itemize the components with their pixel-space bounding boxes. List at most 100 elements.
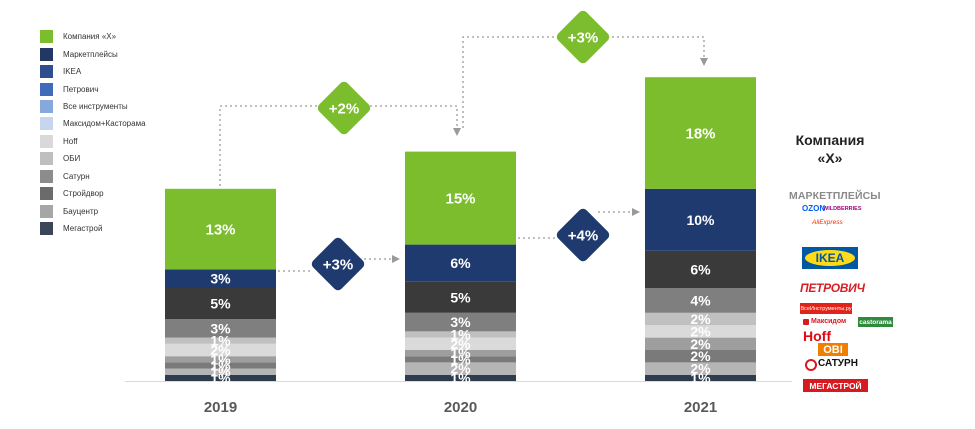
legend-swatch — [40, 82, 53, 96]
bar-segment-2021-5 — [645, 312, 756, 326]
bar-value-label: 13% — [205, 222, 235, 239]
ozon-logo: OZON — [802, 204, 826, 213]
bar-segment-2019-6 — [165, 343, 276, 357]
bar-value-label: 4% — [690, 292, 711, 308]
company-x-label: Компания «Х» — [795, 132, 865, 166]
bar-value-label: 2% — [690, 361, 711, 377]
bar-value-label: 1% — [450, 370, 471, 386]
bar-segment-2020-10 — [405, 374, 516, 381]
bars — [165, 77, 756, 381]
legend-label: IKEA — [63, 67, 82, 77]
vseinstrumenty-logo: ВсеИнструменты.ру — [800, 303, 852, 314]
bar-value-label: 1% — [450, 351, 471, 367]
legend-label: Петрович — [63, 84, 99, 94]
obi-logo: OBI — [818, 343, 848, 356]
bar-value-label: 2% — [690, 323, 711, 339]
legend-swatch — [40, 222, 53, 236]
change-diamond-mid-2019-2020: +3% — [311, 237, 365, 291]
bar-value-label: 1% — [450, 327, 471, 343]
legend-swatch — [40, 204, 53, 218]
bar-value-label: 2% — [690, 348, 711, 364]
bar-value-label: 2% — [210, 342, 231, 358]
legend-swatch — [40, 47, 53, 61]
change-diamond-mid-2020-2021: +4% — [556, 208, 610, 262]
maxidom-logo: Максидом — [803, 318, 846, 325]
marketplaces-logo-title: МАРКЕТПЛЕЙСЫ — [789, 190, 881, 202]
bar-segment-2019-3 — [165, 288, 276, 319]
legend-item-vse-instrumenty: Все инструменты — [40, 98, 170, 115]
legend-label: Мегастрой — [63, 224, 103, 234]
bar-segment-2020-2 — [405, 244, 516, 282]
bar-segment-2021-10 — [645, 374, 756, 381]
legend-swatch — [40, 30, 53, 44]
bar-value-label: 5% — [210, 296, 231, 312]
saturn-logo: САТУРН — [818, 358, 858, 369]
legend-label: Максидом+Касторама — [63, 119, 146, 129]
maxidom-logo-text: Максидом — [811, 318, 847, 325]
bar-segment-2020-1 — [405, 151, 516, 245]
bar-segment-2020-6 — [405, 337, 516, 350]
bar-segment-2021-4 — [645, 288, 756, 313]
bar-segment-2021-2 — [645, 188, 756, 251]
bar-value-label: 10% — [686, 212, 715, 228]
bar-segment-2021-6 — [645, 325, 756, 338]
bar-value-label: 3% — [450, 314, 471, 330]
bar-value-label: 6% — [690, 261, 711, 277]
bar-segment-2019-4 — [165, 319, 276, 338]
bar-value-label: 2% — [690, 336, 711, 352]
legend-item-saturn: Сатурн — [40, 168, 170, 185]
bar-segment-2021-8 — [645, 350, 756, 363]
legend-item-petrovich: Петрович — [40, 80, 170, 97]
bar-value-label: 5% — [450, 289, 471, 305]
legend-swatch — [40, 169, 53, 183]
aliexpress-logo: AliExpress — [812, 219, 843, 226]
bar-segment-2019-8 — [165, 362, 276, 369]
legend-swatch — [40, 187, 53, 201]
legend-swatch — [40, 65, 53, 79]
bar-value-label: 1% — [210, 358, 231, 374]
legend-label: Компания «Х» — [63, 32, 117, 42]
bar-value-label: 1% — [210, 364, 231, 380]
bar-segment-2021-9 — [645, 362, 756, 375]
bar-value-label: 3% — [210, 320, 231, 336]
bar-segment-2020-5 — [405, 331, 516, 338]
connector-top-2019-2020 — [219, 105, 461, 186]
legend-swatch — [40, 134, 53, 148]
bar-segment-2019-5 — [165, 337, 276, 344]
saturn-icon — [805, 359, 817, 371]
bar-segment-2019-7 — [165, 356, 276, 363]
legend-swatch — [40, 117, 53, 131]
bar-value-label: 6% — [450, 255, 471, 271]
legend-label: Сатурн — [63, 171, 90, 181]
legend-label: ОБИ — [63, 154, 81, 164]
legend-label: Hoff — [63, 136, 78, 146]
bar-value-label: 1% — [210, 333, 231, 349]
bar-segment-2019-10 — [165, 374, 276, 381]
x-tick-label-2021: 2021 — [684, 399, 717, 416]
petrovich-logo: ПЕТРОВИЧ — [800, 281, 865, 295]
bar-segment-2019-1 — [165, 188, 276, 270]
legend-item-baucenter: Бауцентр — [40, 202, 170, 219]
legend-swatch — [40, 99, 53, 113]
change-diamond-top-2020-2021: +3% — [556, 10, 610, 64]
bar-segment-2020-3 — [405, 281, 516, 313]
change-label: +4% — [568, 228, 598, 245]
x-tick-label-2020: 2020 — [444, 399, 477, 416]
change-label: +2% — [329, 101, 359, 118]
bar-value-label: 2% — [450, 361, 471, 377]
bar-value-label: 1% — [210, 351, 231, 367]
year-labels: 2019 2020 2021 — [204, 399, 717, 416]
castorama-logo: castorama — [858, 317, 893, 327]
legend-label: Бауцентр — [63, 206, 99, 216]
bar-value-label: 1% — [690, 370, 711, 386]
legend-label: Маркетплейсы — [63, 49, 118, 59]
bar-segment-2020-4 — [405, 312, 516, 332]
wildberries-logo: WILDBERRIES — [823, 206, 862, 212]
bar-segment-2019-9 — [165, 368, 276, 375]
legend-item-obi: ОБИ — [40, 150, 170, 167]
x-tick-label-2019: 2019 — [204, 399, 237, 416]
legend-item-stroydvor: Стройдвор — [40, 185, 170, 202]
bar-segment-2021-3 — [645, 250, 756, 288]
bar-segment-2021-7 — [645, 337, 756, 350]
megastroy-logo: МЕГАСТРОЙ — [803, 379, 868, 392]
